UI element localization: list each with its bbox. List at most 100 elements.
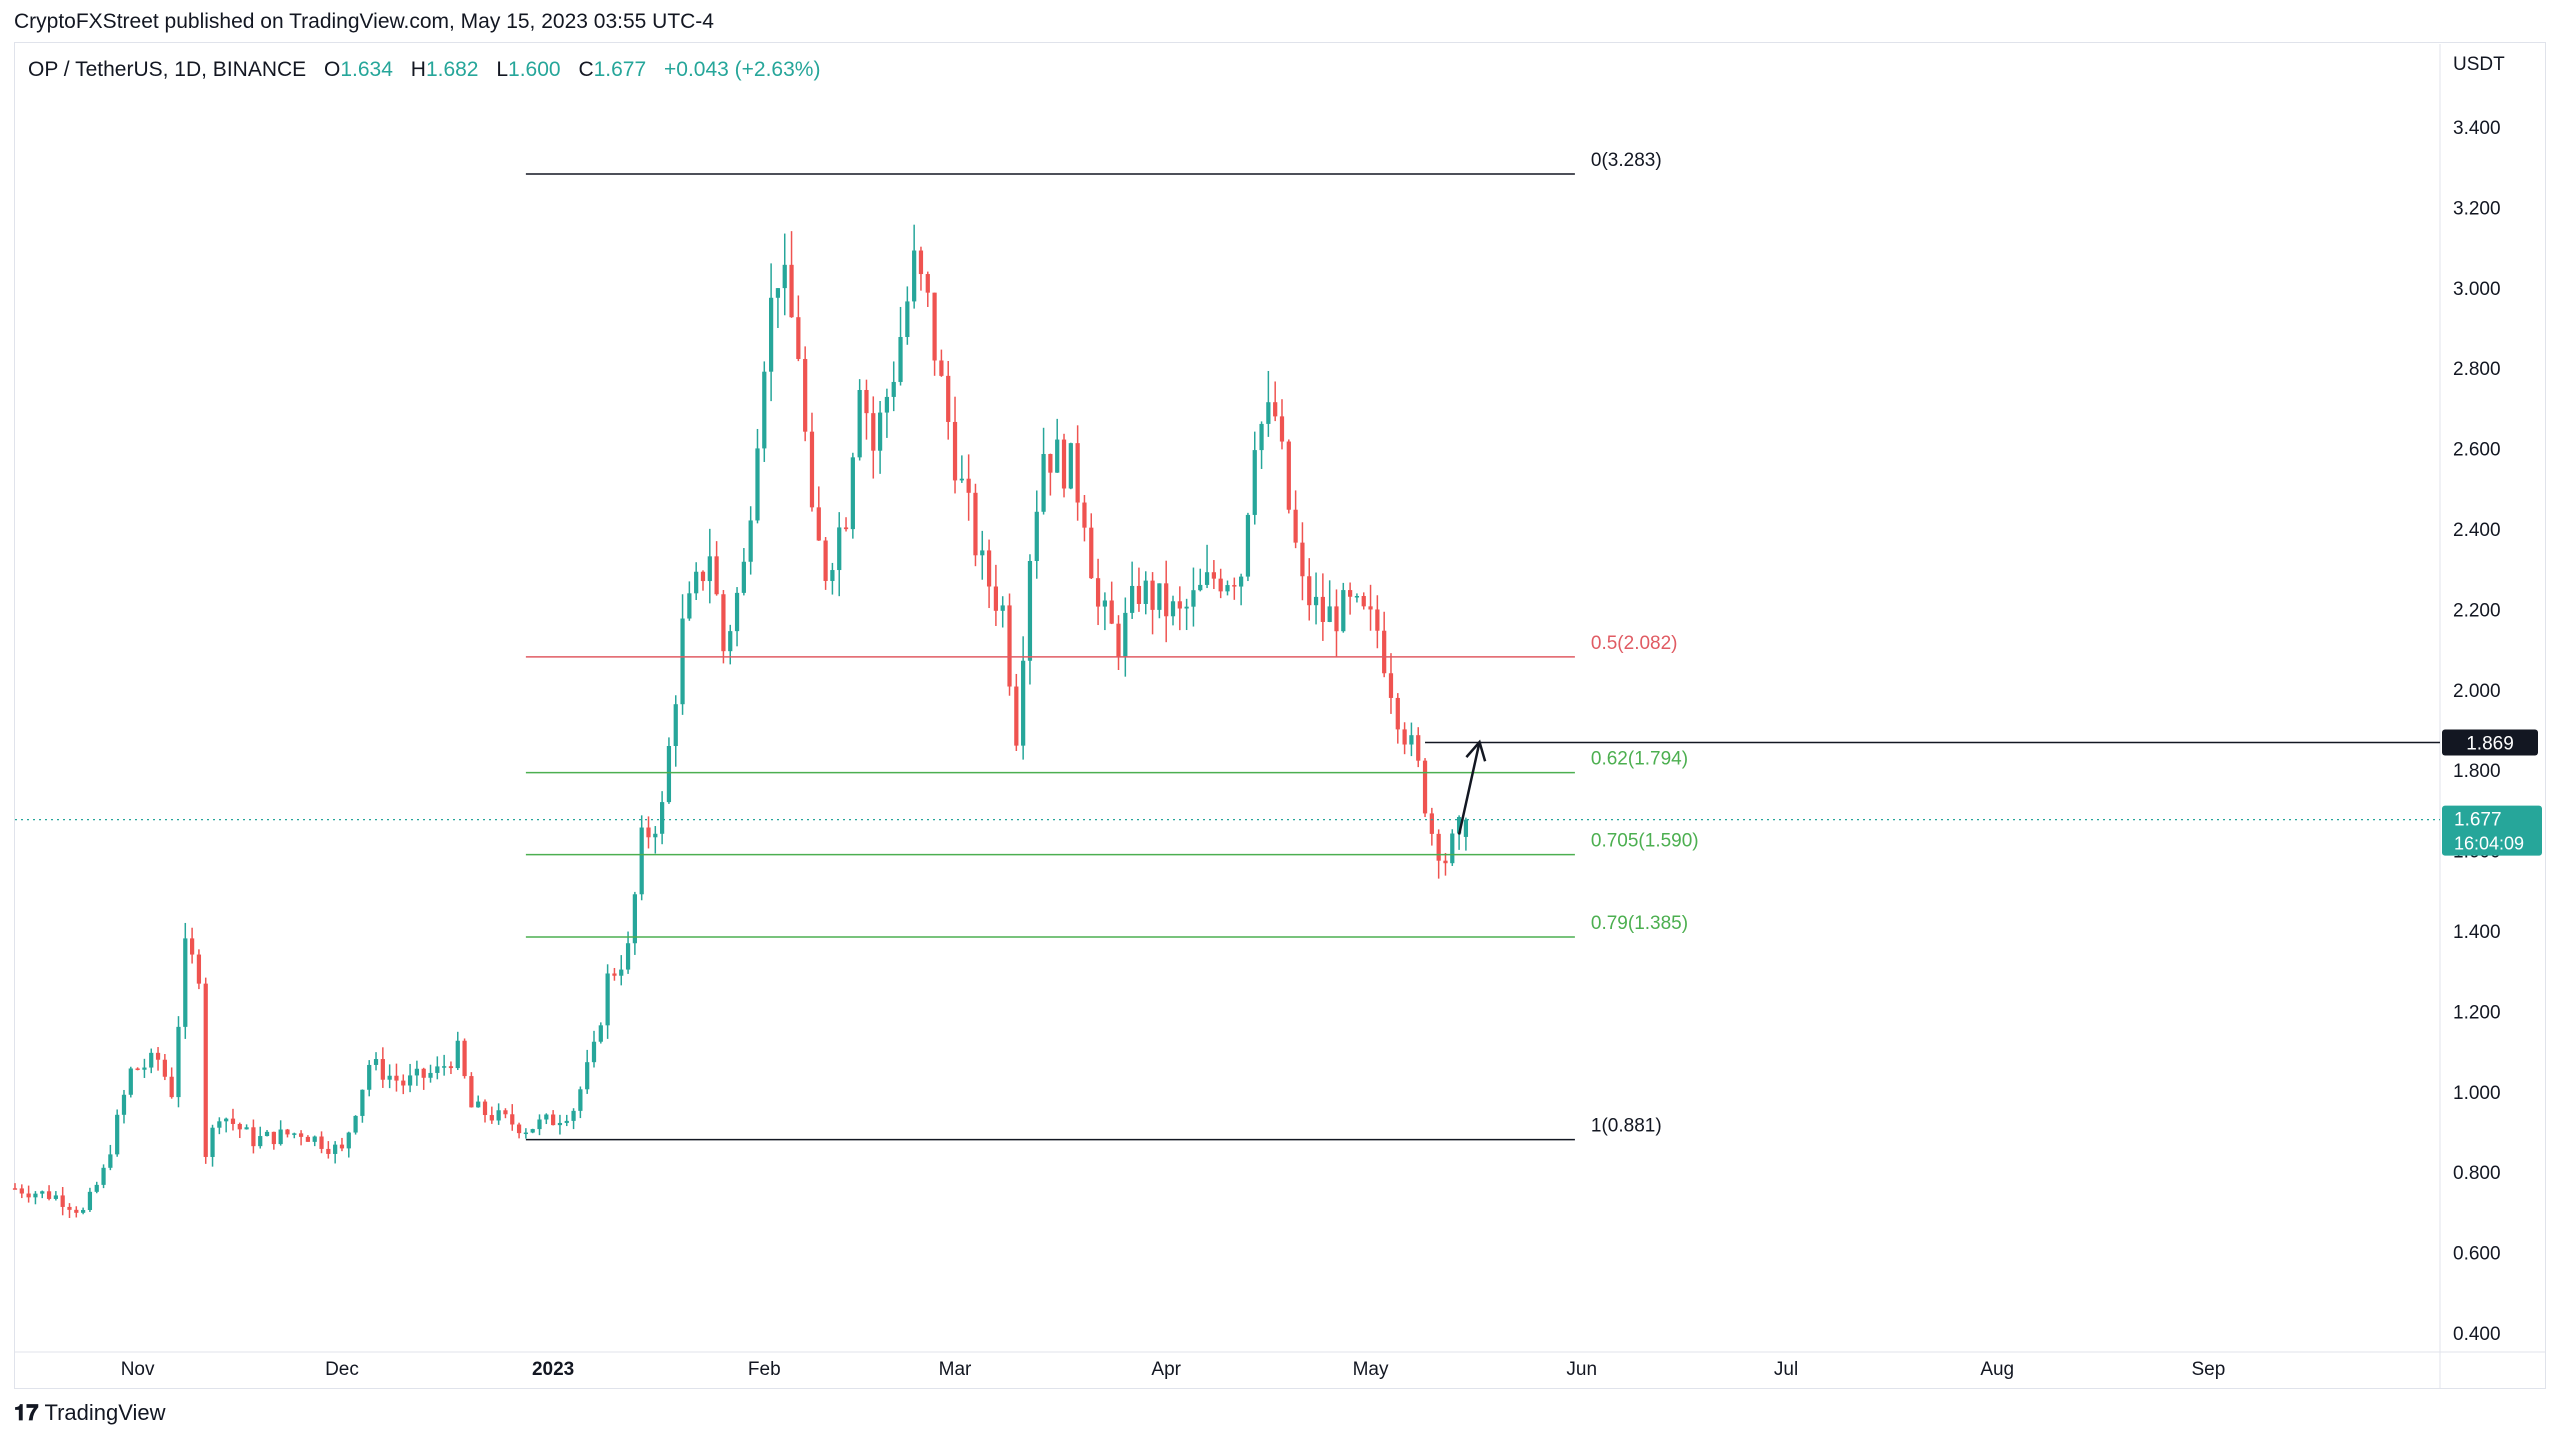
candle-body: [605, 973, 610, 1026]
tradingview-name: TradingView: [44, 1400, 166, 1425]
candle-body: [128, 1068, 133, 1095]
candle-body: [1422, 760, 1428, 814]
candle-body: [619, 969, 624, 976]
time-tick-label: Apr: [1151, 1359, 1181, 1380]
target-price-label: 1.869: [2466, 733, 2514, 754]
candle-body: [905, 301, 910, 337]
candle-body: [1456, 817, 1462, 834]
candle-body: [946, 375, 951, 422]
candle-body: [966, 478, 971, 493]
candle-body: [1007, 605, 1012, 687]
candle-body: [1123, 612, 1128, 658]
candle-body: [258, 1136, 263, 1147]
candle-body: [918, 250, 924, 275]
candle-body: [401, 1080, 406, 1086]
candle-body: [1307, 576, 1312, 606]
candle-body: [598, 1025, 603, 1042]
candle-body: [571, 1110, 576, 1121]
time-tick-label: 2023: [532, 1359, 574, 1380]
candle-body: [639, 827, 644, 895]
candle-body: [1273, 402, 1278, 417]
price-tick-label: 1.000: [2453, 1083, 2501, 1104]
target-arrow-shaft: [1457, 741, 1481, 835]
candle-body: [1382, 630, 1387, 674]
tradingview-logo-icon: 𝟏𝟕: [14, 1400, 39, 1425]
candle-body: [837, 527, 842, 571]
candle-body: [660, 802, 665, 834]
candle-body: [380, 1059, 385, 1080]
candle-body: [721, 594, 726, 652]
candle-body: [1327, 606, 1332, 622]
candle-body: [1136, 585, 1142, 604]
price-tick-label: 1.200: [2453, 1002, 2501, 1023]
candle-body: [115, 1114, 120, 1155]
candle-body: [973, 492, 978, 556]
candle-body: [1286, 441, 1291, 510]
price-tick-label: 0.600: [2453, 1244, 2501, 1265]
target-arrow-head-icon: [1465, 739, 1487, 762]
candle-body: [482, 1101, 488, 1116]
candle-body: [155, 1052, 161, 1060]
candle-body: [312, 1136, 317, 1142]
chart-frame: [14, 42, 2546, 1389]
candle-body: [1170, 601, 1176, 617]
candle-body: [1198, 584, 1203, 591]
candle-body: [87, 1191, 93, 1210]
candle-body: [680, 618, 685, 705]
candle-body: [1027, 561, 1033, 661]
candle-body: [353, 1115, 358, 1133]
candle-body: [1061, 439, 1067, 489]
candle-body: [435, 1066, 440, 1073]
fib-level-label: 0.5(2.082): [1591, 633, 1678, 654]
candle-body: [707, 556, 712, 582]
price-tick-label: 2.600: [2453, 440, 2501, 461]
candle-body: [19, 1188, 24, 1194]
candle-body: [1225, 585, 1230, 592]
candle-body: [237, 1123, 242, 1130]
candle-body: [1211, 572, 1216, 579]
price-tick-label: 1.800: [2453, 761, 2501, 782]
candle-body: [843, 527, 849, 530]
candle-body: [959, 478, 964, 481]
candle-body: [1259, 423, 1264, 451]
candle-body: [217, 1121, 222, 1128]
symbol-label[interactable]: OP / TetherUS, 1D, BINANCE: [28, 58, 307, 81]
candle-body: [81, 1209, 86, 1213]
candle-body: [1184, 606, 1189, 609]
candle-body: [1034, 511, 1039, 562]
candle-body: [1239, 576, 1244, 587]
time-tick-label: Feb: [748, 1359, 781, 1380]
candle-body: [60, 1195, 65, 1207]
candle-body: [264, 1131, 270, 1137]
time-tick-label: May: [1353, 1359, 1389, 1380]
candle-body: [551, 1114, 556, 1126]
candle-body: [469, 1076, 474, 1108]
price-tick-label: 3.200: [2453, 198, 2501, 219]
candle-body: [700, 571, 706, 582]
candle-body: [932, 292, 937, 361]
last-price-tag: [2442, 805, 2542, 856]
candle-body: [1089, 527, 1094, 579]
candle-body: [1055, 439, 1060, 473]
candle-body: [278, 1129, 283, 1145]
candle-body: [503, 1110, 508, 1115]
candle-body: [1218, 578, 1223, 592]
candle-body: [142, 1067, 147, 1070]
candle-body: [857, 389, 862, 458]
candle-body: [898, 336, 903, 382]
candle-body: [1157, 583, 1162, 610]
candle-body: [1341, 590, 1346, 632]
candle-body: [1361, 596, 1366, 607]
price-tick-label: 2.800: [2453, 359, 2501, 380]
candle-body: [768, 297, 774, 372]
candle-body: [387, 1075, 392, 1080]
candle-body: [1204, 572, 1210, 585]
candle-body: [1143, 580, 1148, 604]
candle-body: [462, 1040, 467, 1077]
candle-body: [877, 412, 883, 451]
tradingview-brand[interactable]: 𝟏𝟕 TradingView: [14, 1400, 166, 1426]
candle-body: [912, 250, 917, 302]
candle-body: [305, 1136, 311, 1142]
fib-level-label: 1(0.881): [1591, 1116, 1662, 1137]
